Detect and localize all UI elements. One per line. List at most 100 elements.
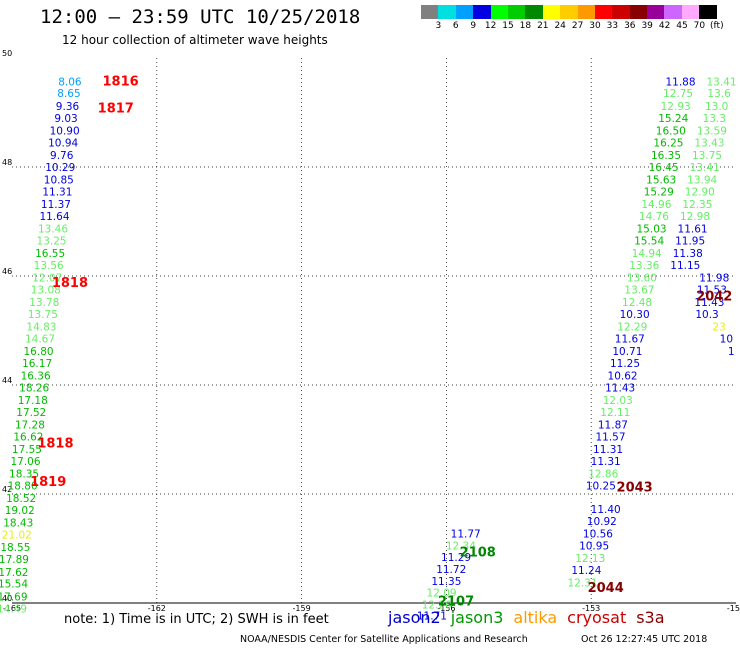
wave-height-label: 10.90 [50, 125, 80, 137]
wave-height-label: 16.50 [656, 125, 686, 137]
wave-height-label: 16.80 [24, 346, 54, 358]
track-1816-1819: 8.068.659.369.0310.9010.949.7610.2910.85… [0, 76, 82, 615]
color-scale-tick: (ft) [710, 21, 724, 31]
wave-height-label: 12.03 [603, 395, 633, 407]
lon-label: -165 [3, 604, 21, 613]
pass-number-label: 2108 [460, 546, 496, 561]
color-scale-tick: 36 [624, 21, 636, 31]
wave-height-label: 10.94 [48, 137, 78, 149]
wave-height-label: 14.94 [632, 248, 662, 260]
wave-height-label: 16.25 [653, 137, 683, 149]
axis-labels: -165 -162 -159 -156 -153 -150 50 48 46 44 42 40 [2, 49, 740, 613]
wave-height-label: 10.71 [612, 346, 642, 358]
wave-height-label: 14.67 [25, 333, 55, 345]
color-scale-tick: 45 [676, 21, 688, 31]
wave-height-label: 15.29 [644, 186, 674, 198]
wave-height-label: 12.86 [588, 469, 618, 481]
altimeter-tracks: 8.068.659.369.0310.9010.949.7610.2910.85… [0, 76, 737, 622]
wave-height-label: 11.77 [451, 529, 481, 541]
wave-height-label: 13.3 [703, 113, 726, 125]
track-2042-2043: 11.8812.7512.9315.2416.5016.2516.3516.45… [586, 76, 696, 492]
wave-height-label: 16.17 [22, 358, 52, 370]
wave-height-label: 12.48 [622, 297, 652, 309]
lat-label: 42 [2, 485, 12, 494]
wave-height-label: 16.55 [35, 248, 65, 260]
color-scale-swatch [664, 5, 682, 19]
wave-height-label: 15.54 [0, 579, 28, 591]
wave-height-label: 18.55 [0, 542, 30, 554]
lon-label: -159 [293, 604, 311, 613]
legend-s3a: s3a [636, 608, 665, 627]
lat-label: 48 [2, 158, 12, 167]
wave-height-label: 13.41 [690, 162, 720, 174]
legend-cryosat: cryosat [567, 608, 627, 627]
wave-height-label: 12.98 [680, 211, 710, 223]
wave-height-label: 13.75 [692, 150, 722, 162]
lat-label: 44 [2, 376, 12, 385]
wave-height-label: 11.29 [441, 552, 471, 564]
color-scale-swatch [629, 5, 648, 19]
color-scale-tick: 30 [589, 21, 601, 31]
wave-height-label: 14.96 [641, 199, 671, 211]
wave-height-label: 18.35 [9, 469, 39, 481]
wave-height-label: 17.18 [18, 395, 48, 407]
legend-altika: altika [513, 608, 558, 627]
color-scale-swatch [455, 5, 474, 19]
wave-height-label: 17.55 [12, 444, 42, 456]
wave-height-label: 12.31 [567, 578, 597, 590]
wave-height-label: 13.75 [28, 309, 58, 321]
wave-height-label: 10.95 [579, 541, 609, 553]
wave-height-label: 13.08 [31, 284, 61, 296]
lat-label: 46 [2, 267, 12, 276]
generation-timestamp: Oct 26 12:27:45 UTC 2018 [581, 634, 708, 645]
pass-number-label: 2107 [438, 595, 474, 610]
wave-height-label: 9.03 [54, 113, 77, 125]
wave-height-label: 15.03 [637, 223, 667, 235]
pass-number-label: 2044 [588, 581, 624, 596]
pass-number-label: 1816 [103, 74, 139, 89]
color-scale-tick: 21 [537, 21, 549, 31]
wave-height-label: 11.37 [41, 199, 71, 211]
wave-height-label: 11.72 [436, 564, 466, 576]
map-subtitle: 12 hour collection of altimeter wave hei… [62, 33, 328, 47]
wave-height-label: 12.20 [422, 599, 452, 611]
color-scale-swatch [647, 5, 665, 19]
wave-height-label: 10.85 [44, 174, 74, 186]
wave-height-label: 23 [712, 322, 725, 334]
pass-number-label: 1818 [52, 276, 88, 291]
pass-number-label: 2043 [617, 480, 653, 495]
color-scale-swatch [525, 5, 543, 19]
wave-height-label: 12.13 [575, 553, 605, 565]
wave-height-label: 15.63 [646, 174, 676, 186]
wave-height-label: 18.52 [6, 493, 36, 505]
wave-height-label: 15.24 [658, 113, 688, 125]
wave-height-label: 11.40 [591, 504, 621, 516]
wave-height-label: 14.49 [0, 603, 27, 615]
lon-label: -153 [582, 604, 600, 613]
wave-height-label: 12.29 [617, 322, 647, 334]
color-scale-tick: 15 [502, 21, 514, 31]
wave-height-label: 11.43 [694, 297, 724, 309]
pass-number-label: 1819 [30, 475, 66, 490]
wave-height-label: 13.67 [624, 284, 654, 296]
lat-label: 40 [2, 594, 12, 603]
wave-height-label: 10.29 [45, 162, 75, 174]
color-scale-swatch [507, 5, 526, 19]
wave-height-label: 10.25 [586, 481, 616, 493]
wave-height-label: 11.38 [673, 248, 703, 260]
wave-height-label: 11.53 [697, 284, 727, 296]
wave-height-label: 12.34 [446, 541, 476, 553]
wave-height-label: 18.80 [8, 481, 38, 493]
color-scale-tick: 39 [641, 21, 653, 31]
wave-height-label: 11.64 [39, 211, 69, 223]
wave-height-label: 13.94 [687, 174, 717, 186]
wave-height-label: 11.31 [593, 444, 623, 456]
wave-height-label: 17.62 [0, 567, 28, 579]
wave-height-label: 13.46 [38, 223, 68, 235]
lon-label: -156 [437, 604, 455, 613]
wave-height-label: 13.59 [697, 125, 727, 137]
wave-height-label: 11.57 [595, 432, 625, 444]
pass-number-label: 1817 [98, 102, 134, 117]
